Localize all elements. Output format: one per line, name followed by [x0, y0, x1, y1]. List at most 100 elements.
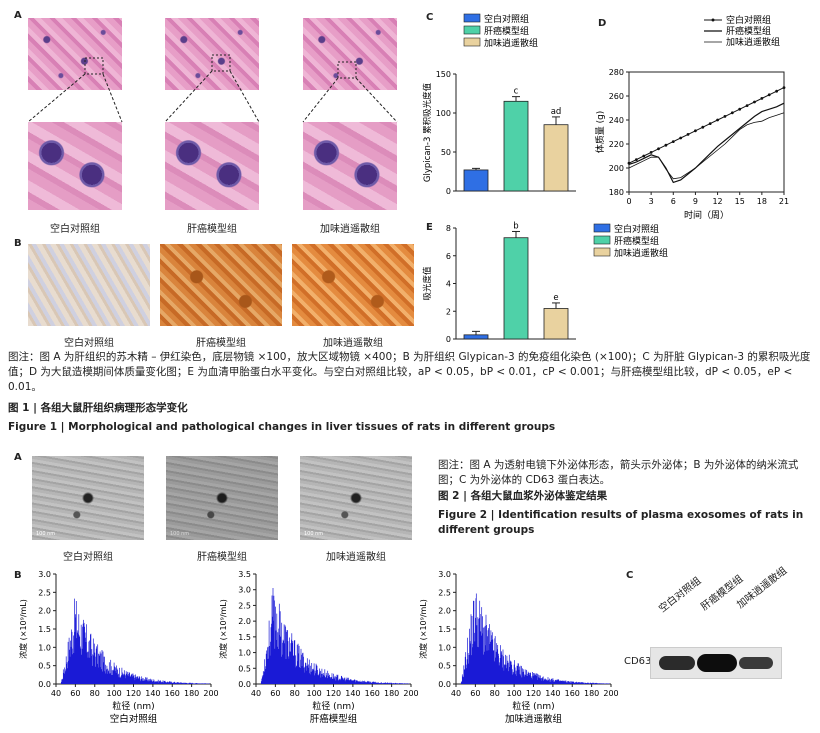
C-ytick-label-3: 150 [436, 70, 451, 79]
wb-band-2 [697, 654, 737, 672]
C-bar-1 [503, 100, 529, 192]
B2-xtick-label-0: 40 [251, 689, 261, 698]
D-xtick-label-7: 21 [779, 197, 789, 206]
D-xtick-label-2: 6 [671, 197, 676, 206]
wb-band-1 [659, 656, 695, 670]
E-bar-2 [543, 308, 569, 340]
D-point-0-1 [634, 158, 638, 162]
wb-strip [650, 647, 782, 679]
C-bar-0 [463, 169, 489, 192]
fig2-panel-a-label: A [14, 452, 22, 463]
E-bar-1 [503, 237, 529, 340]
wb-band-3 [739, 657, 773, 669]
C-sig-2: ad [551, 107, 562, 117]
B3-xtick-label-6: 160 [565, 689, 580, 698]
C-ytick-label-1: 50 [441, 148, 451, 157]
C-ylabel: Glypican-3 累积吸光度值 [422, 82, 433, 182]
E-bar-0 [463, 334, 489, 340]
he-low-control [28, 18, 122, 90]
D-point-0-3 [649, 151, 653, 154]
B2-xtick-label-6: 160 [365, 689, 380, 698]
B2-ytick-label-6: 3.0 [238, 586, 251, 595]
B2-xtick-label-4: 120 [326, 689, 341, 698]
D-point-0-15 [738, 107, 742, 111]
C-legend-label-1: 肝癌模型组 [484, 25, 529, 37]
B2-xtick-label-8: 200 [403, 689, 418, 698]
fig1-title-en: Figure 1 | Morphological and pathologica… [8, 421, 556, 433]
E-ytick-label-2: 4 [446, 280, 451, 289]
D-point-0-12 [716, 118, 719, 122]
B3-ytick-label-2: 1.0 [438, 643, 451, 652]
chart-b1: 40 60 80 100 120 140 160 180 200 0.0 0.5 1.0 1.5 2.0 2… [18, 570, 219, 725]
D-frame [628, 71, 785, 193]
D-ytick-label-2: 220 [609, 140, 624, 149]
D-ytick-label-3: 240 [609, 116, 624, 125]
B2-ylabel: 浓度 (×10⁹/mL) [218, 599, 228, 659]
B2-xtick-label-2: 80 [290, 689, 300, 698]
D-ytick-label-4: 260 [609, 92, 624, 101]
D-ylabel: 体质量 (g) [594, 111, 606, 154]
D-point-0-6 [671, 140, 675, 143]
D-point-0-11 [708, 122, 712, 125]
D-point-0-4 [657, 147, 660, 151]
B1-xtick-label-2: 80 [90, 689, 100, 698]
B2-xtick-label-3: 100 [306, 689, 321, 698]
B3-ytick-label-6: 3.0 [438, 570, 451, 579]
B3-ytick-label-4: 2.0 [438, 607, 451, 616]
D-series-0 [628, 87, 785, 164]
he-low-model [165, 18, 259, 90]
E-sig-2: e [553, 293, 558, 303]
B3-ylabel: 浓度 (×10⁹/mL) [418, 599, 428, 659]
C-legend-swatch-1 [463, 25, 481, 35]
B3-xtick-label-7: 180 [584, 689, 599, 698]
E-ytick-label-0: 0 [446, 335, 451, 344]
B2-ytick-label-5: 2.5 [238, 601, 251, 610]
D-series-1 [628, 102, 785, 184]
B2-xtick-label-1: 60 [270, 689, 280, 698]
B2-ytick-label-4: 2.0 [238, 617, 251, 626]
B2-ytick-label-3: 1.5 [238, 633, 251, 642]
C-legend-label-0: 空白对照组 [484, 13, 529, 25]
D-point-0-18 [760, 97, 764, 100]
C-legend-swatch-0 [463, 13, 481, 23]
B2-ytick-label-2: 1.0 [238, 649, 251, 658]
D-point-0-13 [723, 115, 727, 118]
fig2-title-cn: 图 2 | 各组大鼠血浆外泌体鉴定结果 [438, 490, 608, 502]
B1-ytick-label-4: 2.0 [38, 607, 51, 616]
fig2-note: 图注：图 A 为透射电镜下外泌体形态，箭头示外泌体；B 为外泌体的纳米流式图；C… [438, 459, 799, 486]
E-legend-swatch-1 [593, 235, 611, 245]
D-xtick-label-0: 0 [626, 197, 631, 206]
fig1-b-group-2: 肝癌模型组 [196, 338, 246, 349]
B3-ytick-label-3: 1.5 [438, 625, 451, 634]
B1-xtick-label-3: 100 [106, 689, 121, 698]
fig1-a-group-3: 加味逍遥散组 [320, 224, 380, 235]
D-xtick-label-1: 3 [649, 197, 654, 206]
fig1-a-group-1: 空白对照组 [50, 224, 100, 235]
D-ytick-label-0: 180 [609, 188, 624, 197]
B1-xtick-label-7: 180 [184, 689, 199, 698]
B1-xtick-label-8: 200 [203, 689, 218, 698]
B1-xtick-label-0: 40 [51, 689, 61, 698]
D-legend-label-0: 空白对照组 [726, 14, 771, 26]
B3-xlabel: 粒径 (nm) [512, 700, 554, 712]
E-sig-1: b [513, 221, 518, 231]
B3-xtick-label-3: 100 [506, 689, 521, 698]
D-point-0-9 [694, 129, 697, 133]
D-xtick-label-3: 9 [693, 197, 698, 206]
B1-ytick-label-3: 1.5 [38, 625, 51, 634]
he-high-control [28, 122, 122, 210]
D-series-2 [628, 112, 785, 180]
wb-label-1: 空白对照组 [657, 575, 704, 615]
fig1-panel-c-label: C [426, 12, 434, 23]
D-point-0-7 [679, 136, 683, 140]
chart-b2: 40 60 80 100 120 140 160 180 200 0.0 0.5 1.0 1.5 2.0 2… [218, 570, 419, 725]
B1-ytick-label-6: 3.0 [38, 570, 51, 579]
B2-xtick-label-5: 140 [345, 689, 360, 698]
D-ytick-label-5: 280 [609, 68, 624, 77]
B1-ylabel: 浓度 (×10⁹/mL) [18, 599, 28, 659]
tem-model: 100 nm [166, 456, 278, 540]
B2-xtick-label-7: 180 [384, 689, 399, 698]
tem-control: 100 nm [32, 456, 144, 540]
